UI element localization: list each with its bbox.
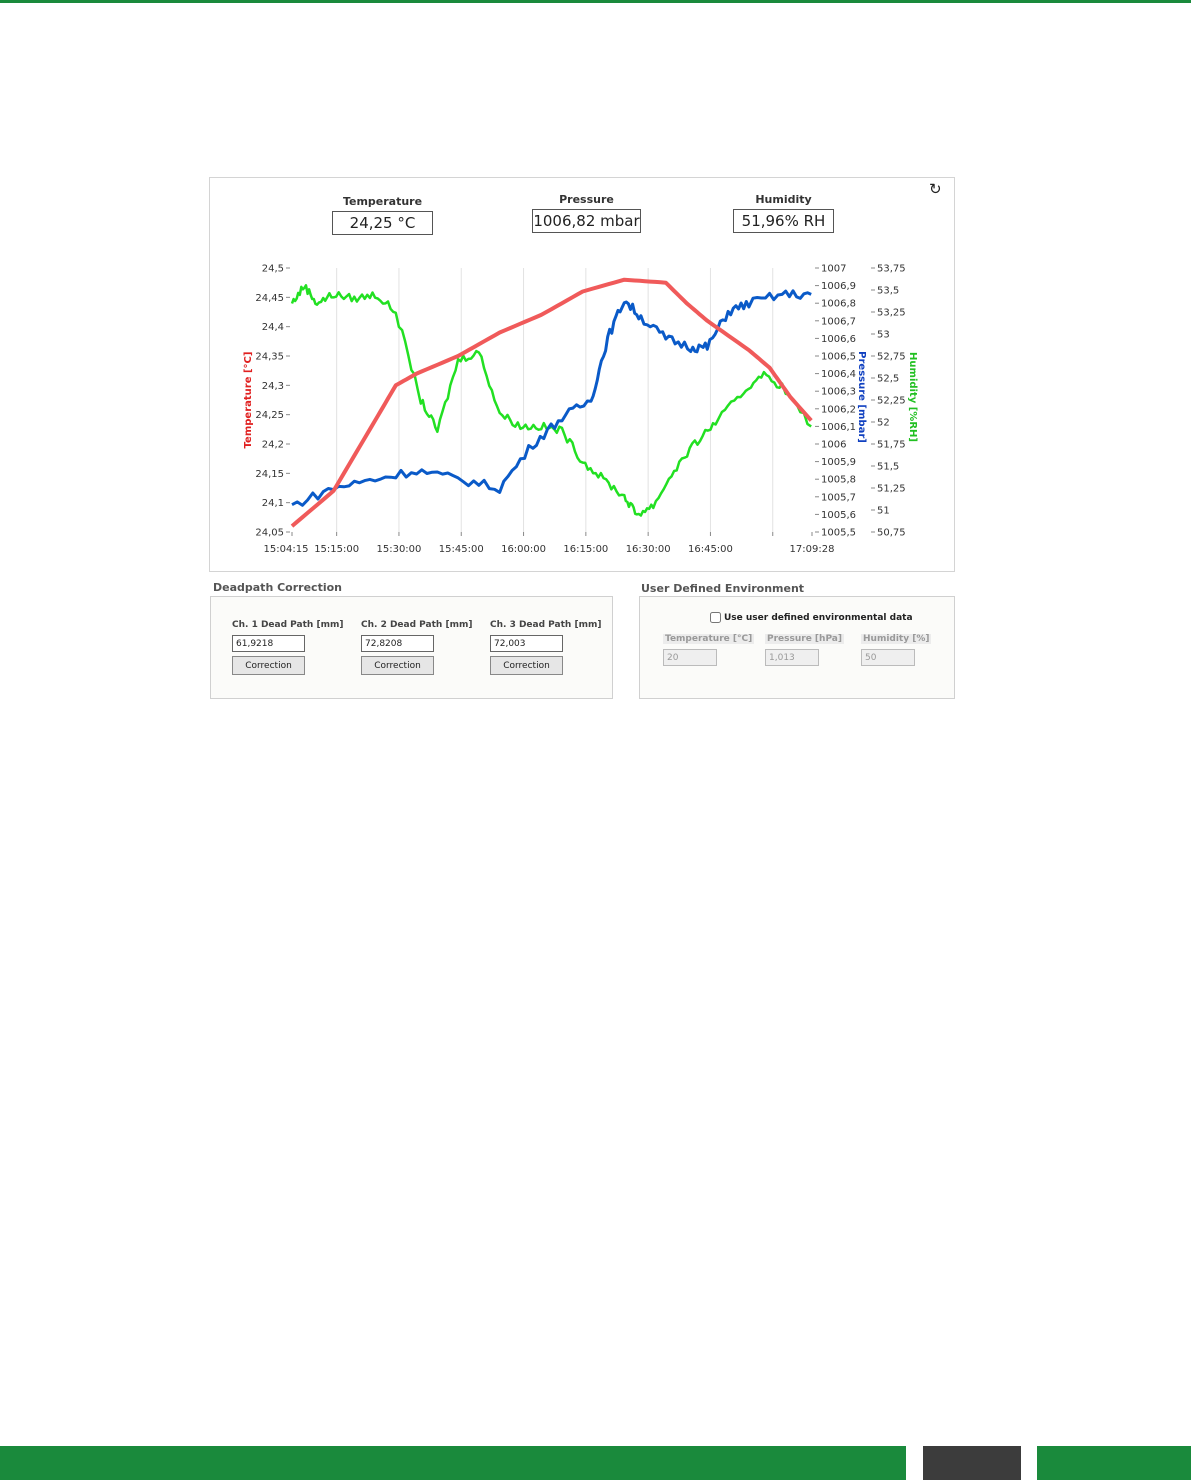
pressure-line	[291, 289, 812, 507]
y-pressure-tick-label: 1006,2	[821, 404, 856, 415]
y-pressure-tick-label: 1006,8	[821, 299, 856, 310]
time-axis: 15:04:15 15:15:00 15:30:00 15:45:00 16:00:00…	[264, 532, 835, 555]
temperature-readout: Temperature 24,25 °C	[332, 195, 433, 235]
y-left-tick-label: 24,05	[255, 528, 284, 539]
y-humidity-tick-label: 52	[877, 418, 890, 429]
y-humidity-tick-label: 53,25	[877, 308, 906, 319]
footer-gap	[1021, 1446, 1037, 1480]
x-tick-label: 15:30:00	[376, 544, 421, 555]
ch1-correction-button[interactable]: Correction	[232, 656, 305, 675]
ch2-deadpath-field[interactable]	[361, 635, 434, 652]
x-tick-label: 17:09:28	[790, 544, 835, 555]
y-left-tick-label: 24,1	[262, 498, 284, 509]
x-tick-label: 16:15:00	[563, 544, 608, 555]
x-tick-label: 16:30:00	[626, 544, 671, 555]
x-tick-label: 15:15:00	[314, 544, 359, 555]
footer-gap	[906, 1446, 923, 1480]
y-pressure-tick-label: 1005,9	[821, 457, 856, 468]
y-pressure-tick-label: 1005,7	[821, 492, 856, 503]
y-left-tick-label: 24,45	[255, 293, 284, 304]
y-pressure-tick-label: 1006,3	[821, 387, 856, 398]
x-tick-label: 15:04:15	[264, 544, 309, 555]
user-humidity-label: Humidity [%]	[861, 634, 932, 644]
x-tick-label: 16:45:00	[688, 544, 733, 555]
y-humidity-tick-label: 51	[877, 506, 890, 517]
ch3-deadpath-label: Ch. 3 Dead Path [mm]	[490, 620, 602, 630]
y-pressure-tick-label: 1005,8	[821, 475, 856, 486]
temperature-line	[290, 277, 813, 528]
y-left-tick-label: 24,5	[262, 264, 284, 275]
y-pressure-tick-label: 1006,4	[821, 369, 856, 380]
y-pressure-tick-label: 1006,1	[821, 422, 856, 433]
y-humidity-tick-label: 53,5	[877, 286, 899, 297]
chart-series	[290, 277, 813, 528]
y-pressure-tick-label: 1006,9	[821, 281, 856, 292]
humidity-readout-label: Humidity	[755, 193, 812, 206]
y-left-tick-label: 24,4	[262, 322, 284, 333]
user-env-group	[639, 596, 955, 699]
pressure-axis-label: Pressure [mbar]	[856, 351, 867, 443]
temperature-axis: 24,5 24,45 24,4 24,35 24,3 24,25 24,2 24,15 24,1…	[255, 264, 290, 539]
user-env-checkbox[interactable]	[710, 612, 721, 623]
y-left-tick-label: 24,15	[255, 469, 284, 480]
ch3-correction-button[interactable]: Correction	[490, 656, 563, 675]
y-left-tick-label: 24,25	[255, 410, 284, 421]
temperature-readout-value: 24,25 °C	[332, 211, 433, 235]
user-humidity-field[interactable]	[861, 649, 915, 666]
pressure-readout-label: Pressure	[559, 193, 614, 206]
user-temperature-field[interactable]	[663, 649, 717, 666]
pressure-axis: 1007 1006,9 1006,8 1006,7 1006,6 1006,5 1006,4…	[815, 264, 856, 539]
x-tick-label: 16:00:00	[501, 544, 546, 555]
y-left-tick-label: 24,35	[255, 352, 284, 363]
temperature-axis-label: Temperature [°C]	[243, 352, 254, 449]
y-humidity-tick-label: 52,5	[877, 374, 899, 385]
y-pressure-tick-label: 1006,6	[821, 334, 856, 345]
y-humidity-tick-label: 51,25	[877, 484, 906, 495]
temperature-readout-label: Temperature	[342, 195, 423, 208]
y-humidity-tick-label: 51,5	[877, 462, 899, 473]
user-env-checkbox-label: Use user defined environmental data	[724, 612, 913, 623]
user-pressure-label: Pressure [hPa]	[765, 634, 844, 644]
humidity-line	[290, 284, 812, 517]
humidity-axis-label: Humidity [%RH]	[907, 352, 918, 442]
footer-page-block	[923, 1446, 1021, 1480]
y-pressure-tick-label: 1006	[821, 440, 846, 451]
y-humidity-tick-label: 53	[877, 330, 890, 341]
y-humidity-tick-label: 52,25	[877, 396, 906, 407]
y-humidity-tick-label: 53,75	[877, 264, 906, 275]
y-humidity-tick-label: 51,75	[877, 440, 906, 451]
humidity-readout-value: 51,96% RH	[733, 209, 834, 233]
environment-panel	[209, 177, 955, 572]
ch3-deadpath-field[interactable]	[490, 635, 563, 652]
y-pressure-tick-label: 1007	[821, 264, 846, 275]
top-rule	[0, 0, 1191, 3]
y-pressure-tick-label: 1006,5	[821, 352, 856, 363]
y-pressure-tick-label: 1005,5	[821, 528, 856, 539]
humidity-axis: 53,75 53,5 53,25 53 52,75 52,5 52,25 52 51,75 51,…	[871, 264, 906, 539]
pressure-readout: Pressure 1006,82 mbar	[532, 193, 641, 233]
pressure-readout-value: 1006,82 mbar	[532, 209, 641, 233]
y-pressure-tick-label: 1005,6	[821, 510, 856, 521]
humidity-readout: Humidity 51,96% RH	[733, 193, 834, 233]
ch2-deadpath-label: Ch. 2 Dead Path [mm]	[361, 620, 473, 630]
environment-chart: 24,5 24,45 24,4 24,35 24,3 24,25 24,2 24,15 24,1…	[243, 264, 918, 556]
ch1-deadpath-field[interactable]	[232, 635, 305, 652]
y-left-tick-label: 24,3	[262, 381, 284, 392]
ch1-deadpath-label: Ch. 1 Dead Path [mm]	[232, 620, 344, 630]
y-left-tick-label: 24,2	[262, 440, 284, 451]
deadpath-title: Deadpath Correction	[213, 581, 342, 594]
ch2-correction-button[interactable]: Correction	[361, 656, 434, 675]
y-pressure-tick-label: 1006,7	[821, 316, 856, 327]
user-env-checkbox-row[interactable]: Use user defined environmental data	[710, 612, 913, 623]
page-footer	[0, 1446, 1191, 1480]
x-tick-label: 15:45:00	[439, 544, 484, 555]
user-env-title: User Defined Environment	[641, 582, 805, 595]
user-pressure-field[interactable]	[765, 649, 819, 666]
user-temperature-label: Temperature [°C]	[663, 634, 755, 644]
reset-icon[interactable]: ↻	[929, 180, 942, 198]
y-humidity-tick-label: 50,75	[877, 528, 906, 539]
y-humidity-tick-label: 52,75	[877, 352, 906, 363]
